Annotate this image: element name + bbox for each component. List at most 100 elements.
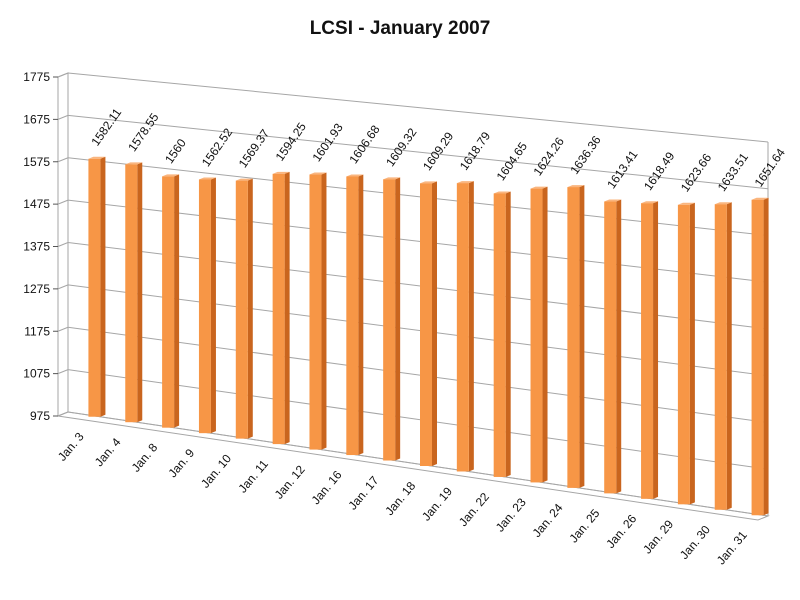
x-category-label: Jan. 29 [640, 517, 676, 556]
data-label: 1624.26 [531, 135, 568, 179]
x-category-label: Jan. 11 [235, 457, 271, 496]
bar-front [272, 173, 285, 445]
bar-top [235, 178, 253, 181]
x-category-label: Jan. 25 [566, 506, 602, 545]
bar-front [198, 179, 211, 434]
bar [530, 186, 548, 483]
y-tick-label: 1075 [23, 367, 50, 381]
data-label: 1562.52 [199, 125, 236, 169]
data-label: 1609.29 [420, 129, 457, 173]
data-label: 1606.68 [346, 122, 383, 166]
bar [235, 178, 253, 439]
bar-top [272, 171, 290, 174]
gridline [67, 114, 769, 190]
bar-front [604, 201, 617, 494]
bar-side [321, 172, 327, 450]
bar-side [616, 199, 622, 494]
bar [714, 202, 732, 510]
bar-side [505, 191, 511, 477]
bar-side [100, 156, 106, 417]
x-category-label: Jan. 18 [382, 479, 418, 518]
bar-front [88, 158, 101, 417]
x-category-label: Jan. 9 [165, 446, 197, 480]
bar-front [714, 204, 727, 510]
bar [309, 172, 327, 450]
bar-top [567, 185, 585, 188]
data-label: 1609.32 [383, 125, 420, 169]
bar-top [309, 172, 327, 175]
x-category-label: Jan. 24 [530, 501, 566, 540]
bar-side [653, 201, 659, 499]
y-tick-label: 1575 [23, 155, 50, 169]
bar-side [432, 181, 437, 466]
bar-top [751, 197, 769, 200]
y-tick-label: 1775 [23, 70, 50, 84]
data-label: 1633.51 [715, 150, 752, 194]
x-category-label: Jan. 31 [714, 528, 750, 567]
bar-side [137, 162, 143, 423]
bar-top [383, 177, 401, 180]
y-tick-label: 1275 [23, 282, 50, 296]
data-label: 1582.11 [88, 105, 124, 148]
bar-side [210, 177, 216, 434]
data-label: 1601.93 [309, 120, 346, 164]
bar-front [162, 176, 175, 428]
data-label: 1636.36 [567, 133, 604, 177]
bar-side [395, 177, 401, 461]
gridline [67, 72, 769, 143]
bar [604, 199, 622, 494]
bar-top [125, 162, 143, 165]
bar-front [677, 204, 690, 505]
bar-top [604, 199, 622, 202]
bar-front [530, 188, 543, 483]
bar-side [468, 181, 474, 472]
bar-top [88, 156, 106, 159]
data-label: 1594.25 [273, 120, 310, 164]
bar [420, 181, 437, 466]
bar-top [420, 181, 437, 184]
x-category-label: Jan. 23 [493, 495, 529, 534]
bar [493, 191, 511, 477]
bar-top [162, 174, 180, 177]
bar-side [542, 186, 548, 483]
bar-side [358, 174, 364, 456]
x-category-label: Jan. 19 [419, 484, 455, 523]
bar-top [493, 191, 511, 194]
bar-front [493, 193, 506, 477]
bar-front [125, 164, 138, 423]
bar-side [284, 171, 290, 445]
bar [88, 156, 106, 417]
bar [567, 185, 585, 488]
bar [272, 171, 290, 445]
bar [125, 162, 143, 423]
data-label: 1623.66 [678, 151, 715, 195]
x-category-label: Jan. 16 [309, 468, 345, 507]
x-category-label: Jan. 4 [92, 435, 124, 469]
gridline-wall [57, 242, 69, 247]
bar-top [456, 181, 474, 184]
bar-side [579, 185, 585, 488]
x-category-label: Jan. 8 [129, 440, 161, 474]
data-label: 1618.49 [641, 149, 678, 193]
data-label: 1560 [162, 136, 189, 166]
bar-front [751, 199, 764, 516]
bar [641, 201, 659, 499]
data-label: 1618.79 [457, 129, 494, 173]
gridline-wall [57, 284, 69, 290]
bar-side [689, 202, 695, 505]
data-label: 1604.65 [494, 139, 531, 183]
bar-front [641, 203, 654, 499]
y-tick-label: 975 [30, 409, 50, 423]
data-label: 1651.64 [752, 146, 789, 190]
bar-top [198, 177, 216, 180]
bar-front [456, 183, 469, 472]
bar [346, 174, 364, 456]
bar [198, 177, 216, 434]
bar-front [383, 179, 396, 461]
bar-top [346, 174, 364, 177]
bar-side [174, 174, 180, 428]
bar [751, 197, 769, 516]
x-category-label: Jan. 30 [677, 522, 713, 561]
